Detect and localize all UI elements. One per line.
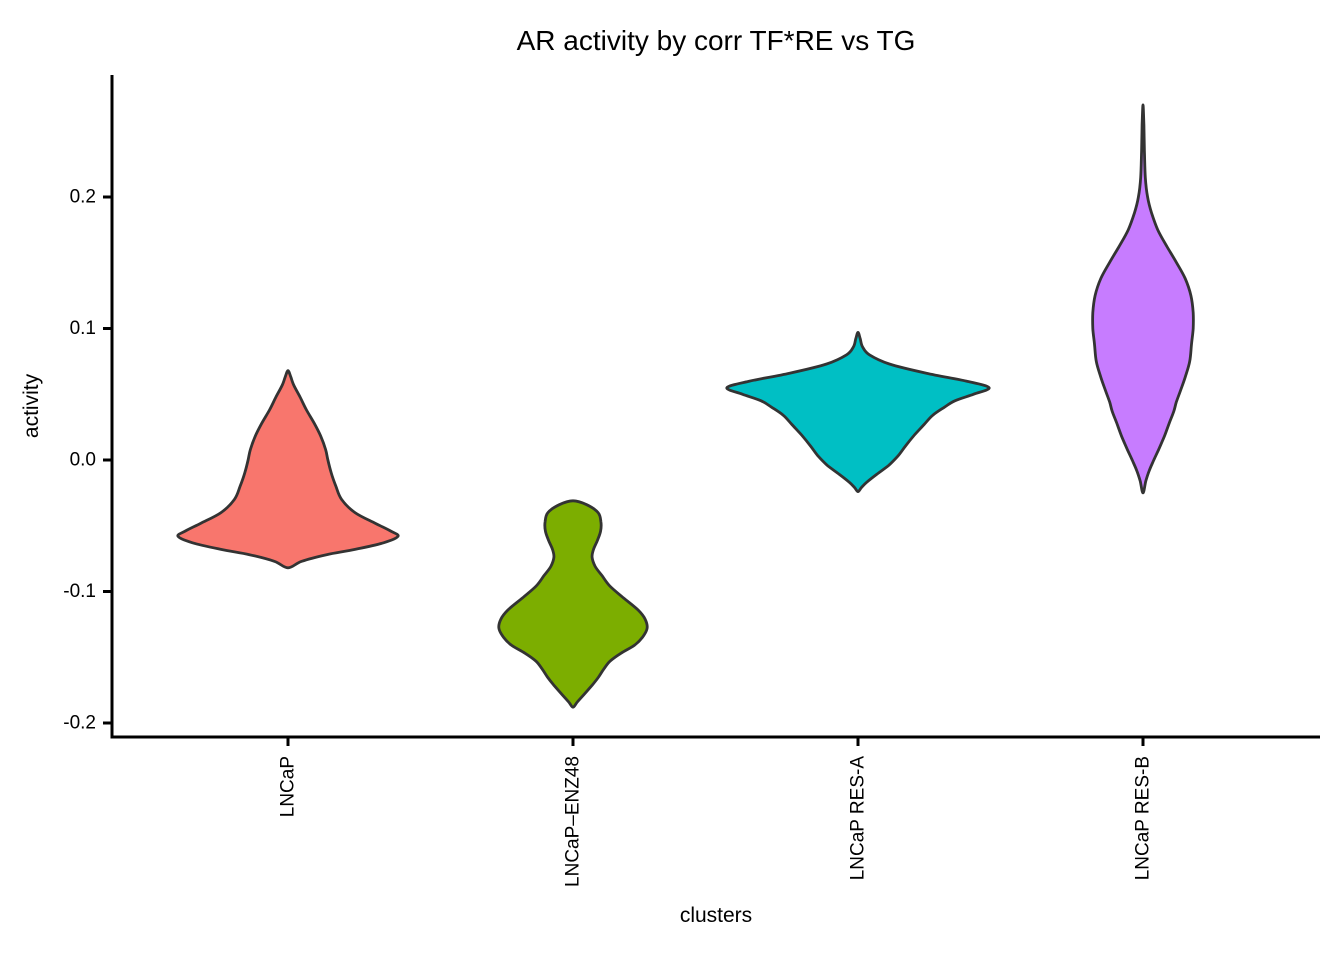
chart-title: AR activity by corr TF*RE vs TG <box>517 25 916 56</box>
y-tick-label: 0.2 <box>70 187 96 208</box>
x-tick-label: LNCaP–ENZ48 <box>563 756 584 887</box>
x-axis-title: clusters <box>680 904 752 927</box>
x-tick-label: LNCaP <box>278 756 299 817</box>
y-tick-label: 0.0 <box>70 450 96 471</box>
violin-lncap-res-b <box>1091 103 1195 495</box>
x-tick-label: LNCaP RES-A <box>848 756 869 881</box>
y-axis-title: activity <box>20 373 43 438</box>
plot-panel: 0.2 0.1 0.0 -0.1 -0.2 LNCaP LNCaP–ENZ48 LNCaP R… <box>63 75 1320 887</box>
y-tick-label: -0.2 <box>63 713 96 734</box>
violin-lncap-enz48 <box>497 499 649 709</box>
violin-lncap <box>176 369 400 570</box>
violin-lncap-res-a <box>725 331 991 493</box>
y-tick-label: 0.1 <box>70 318 96 339</box>
x-tick-label: LNCaP RES-B <box>1133 756 1154 880</box>
y-tick-label: -0.1 <box>63 581 96 602</box>
